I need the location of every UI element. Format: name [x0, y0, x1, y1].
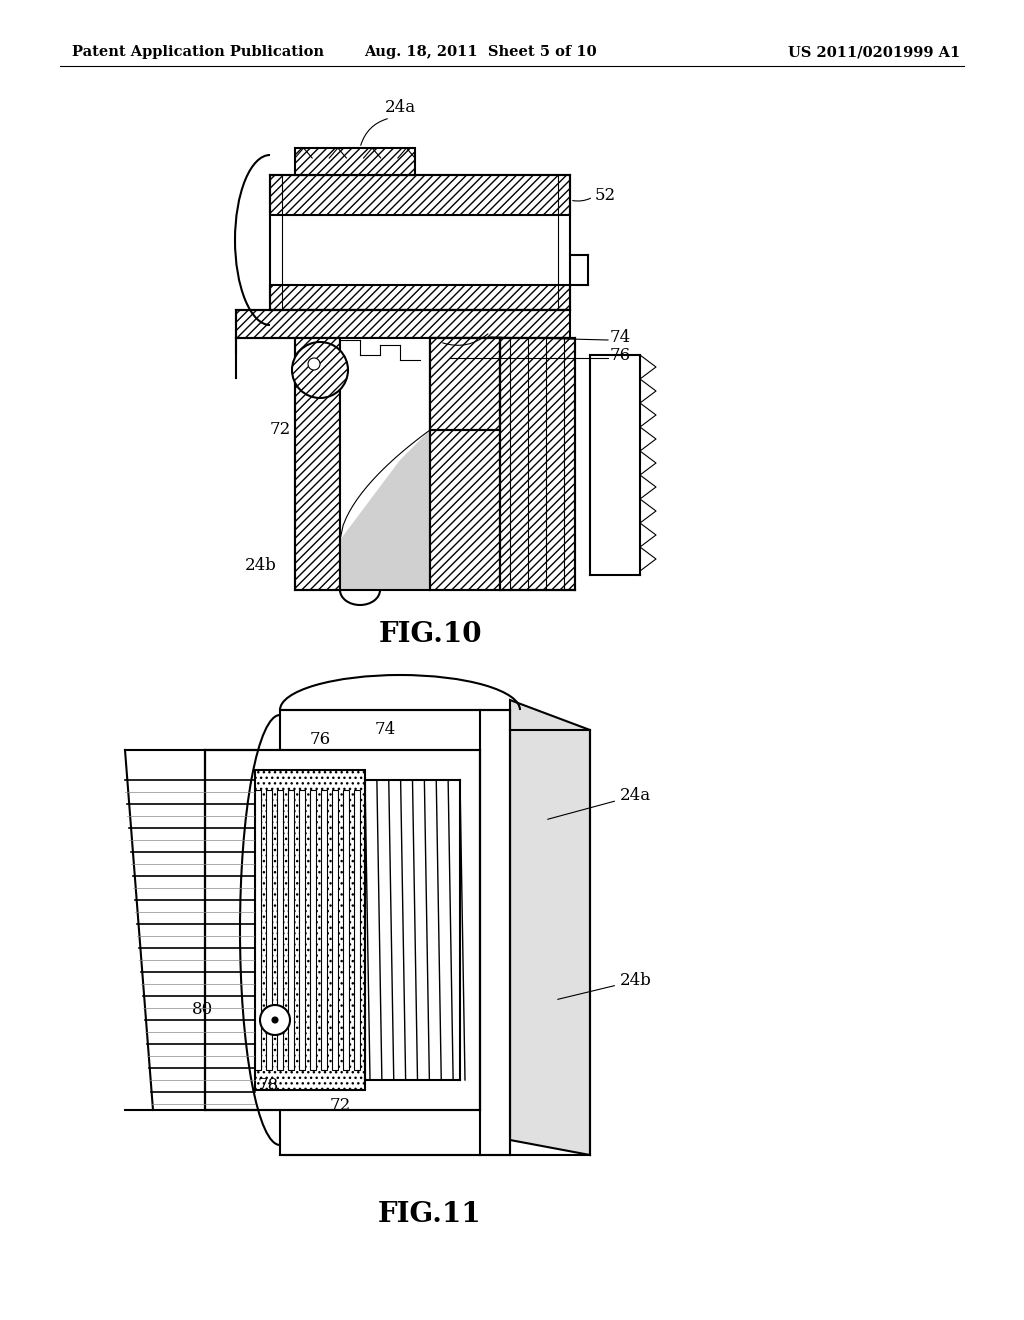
Bar — [343, 789, 348, 1071]
Bar — [430, 338, 500, 590]
Bar — [205, 750, 480, 1110]
Polygon shape — [280, 710, 510, 1155]
Text: 78: 78 — [257, 1077, 279, 1093]
Bar — [295, 148, 415, 176]
Bar — [255, 789, 260, 1071]
Text: 72: 72 — [270, 421, 291, 438]
Circle shape — [260, 1005, 290, 1035]
Text: Aug. 18, 2011  Sheet 5 of 10: Aug. 18, 2011 Sheet 5 of 10 — [364, 45, 596, 59]
Text: 24a: 24a — [384, 99, 416, 116]
Text: Patent Application Publication: Patent Application Publication — [72, 45, 324, 59]
Bar — [500, 338, 575, 590]
Text: 24b: 24b — [245, 557, 276, 573]
Text: FIG.10: FIG.10 — [378, 622, 481, 648]
Text: 76: 76 — [309, 731, 331, 748]
Text: 74: 74 — [375, 722, 395, 738]
Bar — [278, 789, 283, 1071]
Text: 24b: 24b — [558, 972, 652, 999]
Polygon shape — [340, 430, 430, 590]
Bar — [310, 789, 315, 1071]
Bar — [266, 789, 271, 1071]
Text: 24a: 24a — [548, 787, 651, 820]
Bar — [332, 789, 338, 1071]
Text: FIG.11: FIG.11 — [378, 1201, 482, 1229]
Bar — [299, 789, 304, 1071]
Bar — [282, 215, 558, 285]
Circle shape — [272, 1016, 278, 1023]
Polygon shape — [510, 700, 590, 1155]
Circle shape — [308, 358, 319, 370]
Text: 76: 76 — [610, 347, 631, 364]
Bar — [321, 789, 327, 1071]
Text: 74: 74 — [610, 330, 631, 346]
Circle shape — [292, 342, 348, 399]
Bar — [270, 285, 570, 310]
Bar — [255, 770, 365, 1090]
Bar — [236, 310, 570, 338]
Bar — [295, 338, 340, 590]
Bar — [270, 176, 570, 215]
Bar — [340, 338, 430, 590]
Text: 72: 72 — [330, 1097, 350, 1114]
Bar — [288, 789, 294, 1071]
Bar — [590, 355, 640, 576]
Bar — [354, 789, 359, 1071]
Text: US 2011/0201999 A1: US 2011/0201999 A1 — [787, 45, 961, 59]
Text: 52: 52 — [595, 186, 616, 203]
Bar — [430, 338, 500, 430]
Text: 80: 80 — [191, 1002, 213, 1019]
